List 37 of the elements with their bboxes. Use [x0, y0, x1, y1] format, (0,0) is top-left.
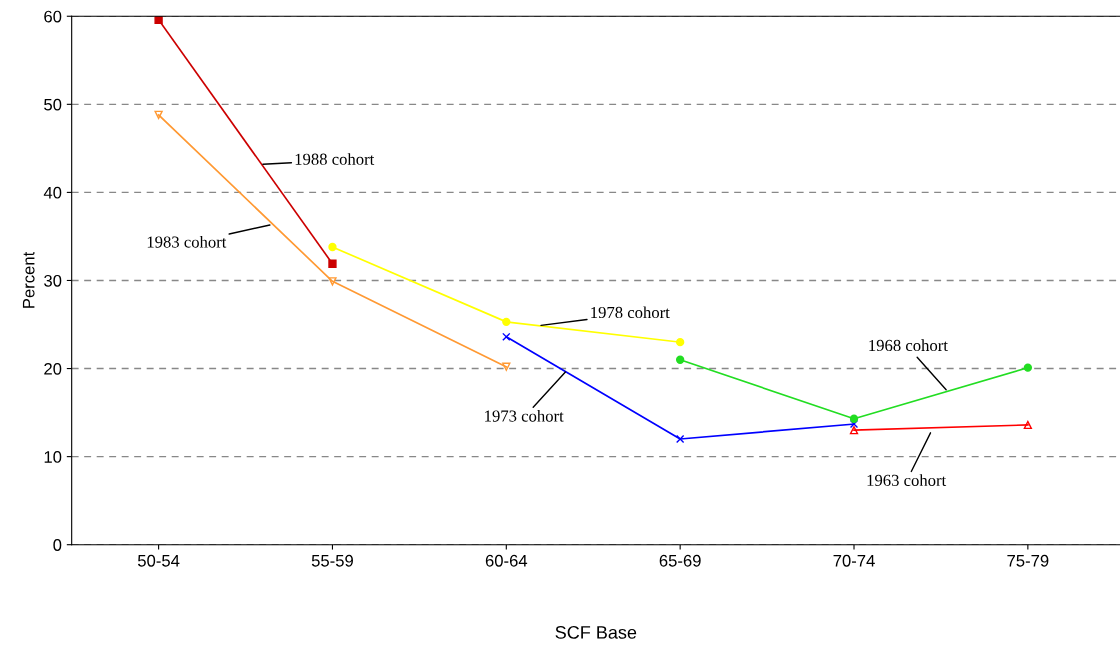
x-tick-label: 60-64 — [485, 554, 528, 567]
point — [849, 426, 859, 435]
x-tick-label: 50-54 — [137, 554, 180, 567]
y-tick-label: 0 — [53, 539, 62, 551]
text: 1963 cohort — [867, 474, 947, 486]
y-tick-label: 30 — [44, 274, 62, 287]
x-tick-label: 75-79 — [1007, 554, 1049, 567]
x-tick-label: 65-69 — [659, 554, 701, 567]
x-tick-label: 70-74 — [833, 554, 875, 567]
point — [502, 362, 511, 371]
series-label: 1978 cohort — [591, 306, 670, 319]
y-tick-label: 60 — [44, 10, 62, 23]
point — [675, 337, 685, 347]
text: 1983 cohort — [147, 235, 227, 248]
series-label: 1988 cohort — [295, 153, 375, 165]
point — [849, 419, 859, 429]
y-tick-label: 20 — [44, 362, 62, 375]
text: 1968 cohort — [869, 339, 948, 352]
y-tick-label: 40 — [43, 186, 62, 199]
text: 1973 cohort — [485, 409, 564, 422]
x-axis-title: SCF Base — [555, 625, 637, 639]
point — [849, 414, 859, 423]
point — [328, 259, 337, 268]
point — [328, 277, 337, 286]
y-tick-label: 50 — [44, 98, 62, 111]
point — [154, 16, 163, 24]
y-tick-label: 10 — [44, 451, 62, 463]
point — [675, 434, 685, 444]
point — [675, 355, 685, 364]
point — [502, 317, 511, 327]
point — [154, 110, 163, 120]
point — [1023, 420, 1033, 430]
point — [502, 332, 511, 342]
point — [1023, 363, 1033, 372]
point — [328, 242, 337, 252]
y-axis-title: Percent — [22, 251, 35, 308]
x-tick-label: 55-59 — [311, 554, 353, 567]
